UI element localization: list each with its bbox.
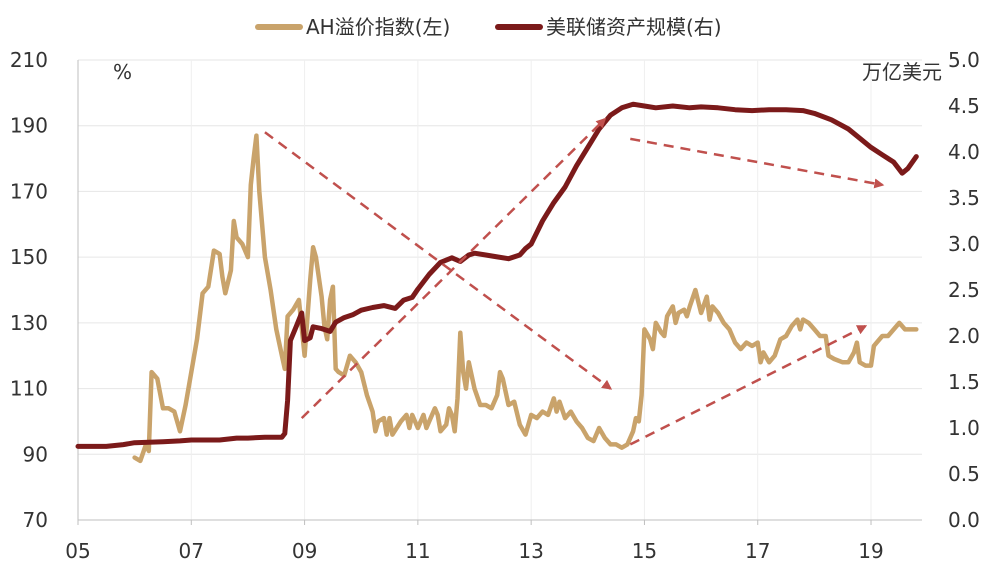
left-tick-label: 190 [10, 114, 48, 138]
series-line-fed-assets [75, 101, 919, 449]
x-tick-label: 09 [292, 539, 317, 563]
x-tick-label: 11 [405, 539, 430, 563]
trend-arrow-3 [630, 137, 885, 189]
right-tick-label: 3.0 [948, 232, 980, 256]
right-tick-label: 1.0 [948, 416, 980, 440]
left-tick-label: 170 [10, 179, 48, 203]
left-tick-label: 110 [10, 377, 48, 401]
annotation-arrows [264, 117, 885, 446]
axes: 70 90 110 130 150 170 190 210 0.0 0.5 1.0 1.5 2.0 2.5… [10, 48, 980, 563]
left-tick-label: 70 [23, 508, 48, 532]
x-tick-label: 19 [858, 539, 883, 563]
right-tick-label: 1.5 [948, 370, 980, 394]
trend-arrow-4 [629, 325, 868, 446]
right-tick-label: 4.0 [948, 140, 980, 164]
legend: AH溢价指数(左) 美联储资产规模(右) [255, 15, 722, 39]
right-tick-label: 5.0 [948, 48, 980, 72]
right-tick-label: 4.5 [948, 94, 980, 118]
legend-label: AH溢价指数(左) [306, 15, 450, 39]
x-tick-label: 17 [745, 539, 770, 563]
x-tick-label: 15 [632, 539, 657, 563]
right-tick-label: 2.5 [948, 278, 980, 302]
left-tick-label: 210 [10, 48, 48, 72]
left-tick-label: 90 [23, 442, 48, 466]
x-tick-label: 07 [179, 539, 204, 563]
right-tick-label: 2.0 [948, 324, 980, 348]
left-unit-label: % [113, 60, 132, 84]
trend-arrow-1 [264, 131, 613, 390]
series-group [75, 101, 919, 464]
right-tick-label: 0.5 [948, 462, 980, 486]
series-line-ah-premium [132, 133, 919, 464]
trend-arrow-2 [300, 117, 607, 420]
left-tick-label: 130 [10, 311, 48, 335]
right-unit-label: 万亿美元 [862, 60, 942, 84]
x-tick-label: 05 [65, 539, 90, 563]
x-tick-label: 13 [518, 539, 543, 563]
left-tick-label: 150 [10, 245, 48, 269]
right-tick-label: 0.0 [948, 508, 980, 532]
right-tick-label: 3.5 [948, 186, 980, 210]
legend-label: 美联储资产规模(右) [546, 15, 722, 39]
